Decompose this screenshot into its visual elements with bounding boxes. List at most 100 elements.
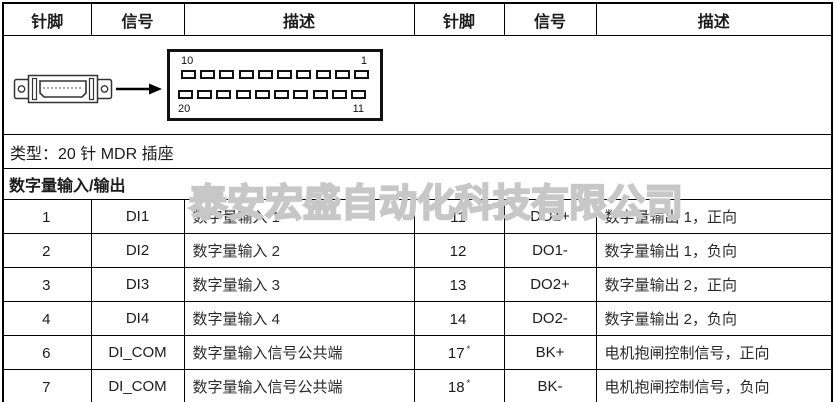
pin-number: 13 — [449, 276, 467, 294]
pin-rect — [315, 70, 331, 79]
signal-cell: DO1- — [503, 233, 597, 268]
pin-cell: 13 — [413, 267, 505, 302]
signal-cell: DI2 — [90, 233, 185, 268]
table-row: 4 DI4 数字量输入 4 14 DO2- 数字量输出 2，负向 — [2, 301, 833, 336]
pin-number: 17 — [447, 344, 465, 362]
desc-cell: 数字量输入 3 — [183, 267, 415, 302]
desc-cell: 数字量输入 4 — [183, 301, 415, 336]
table-row: 1 DI1 数字量输入 1 11 DO1+ 数字量输出 1，正向 — [2, 199, 833, 234]
pin-rect — [254, 90, 270, 99]
pin-number: 11 — [450, 208, 466, 226]
desc-cell: 电机抱闸控制信号，正向 — [595, 335, 833, 370]
header-signal-right: 信号 — [503, 2, 597, 36]
connector-diagram-cell: 10 1 20 11 — [2, 35, 833, 135]
pin-rect — [353, 70, 369, 79]
signal-cell: DI3 — [90, 267, 185, 302]
pin-label-20: 20 — [178, 103, 191, 115]
pin-rect — [257, 70, 273, 79]
header-signal-left: 信号 — [90, 2, 185, 36]
pin-number: 4 — [42, 310, 51, 328]
pin-cell: 18 * — [413, 369, 505, 402]
desc-cell: 数字量输入 1 — [183, 199, 415, 234]
pin-cell: 3 — [2, 267, 92, 302]
pin-number: 12 — [449, 242, 467, 260]
pin-rect — [293, 90, 309, 99]
connector-type-row: 类型：20 针 MDR 插座 — [2, 134, 833, 169]
pin-mark: * — [466, 343, 471, 354]
signal-cell: DI4 — [90, 301, 185, 336]
pin-label-10: 10 — [181, 55, 194, 67]
section-title: 数字量输入/输出 — [2, 168, 833, 200]
section-header-row: 数字量输入/输出 — [2, 168, 833, 200]
pin-row-top — [181, 70, 369, 79]
pin-cell: 11 — [413, 199, 505, 234]
signal-cell: DO2- — [503, 301, 597, 336]
header-desc-left: 描述 — [183, 2, 415, 36]
pin-number: 1 — [42, 208, 51, 226]
pin-number: 6 — [42, 344, 51, 362]
mdr-connector-drawing-icon — [13, 74, 113, 104]
signal-cell: DI_COM — [90, 335, 185, 370]
connector-type-text: 类型：20 针 MDR 插座 — [2, 134, 833, 169]
header-pin-left: 针脚 — [2, 2, 92, 36]
header-desc-right: 描述 — [595, 2, 833, 36]
header-pin-right: 针脚 — [413, 2, 505, 36]
table-row: 3 DI3 数字量输入 3 13 DO2+ 数字量输出 2，正向 — [2, 267, 833, 302]
pin-rect — [274, 90, 290, 99]
pin-rect — [219, 70, 235, 79]
pin-rect — [277, 70, 293, 79]
desc-cell: 数字量输入信号公共端 — [183, 369, 415, 402]
desc-cell: 电机抱闸控制信号，负向 — [595, 369, 833, 402]
pin-cell: 7 — [2, 369, 92, 402]
header-row: 针脚 信号 描述 针脚 信号 描述 — [2, 2, 833, 36]
signal-cell: BK+ — [503, 335, 597, 370]
connector-diagram-row: 10 1 20 11 — [2, 35, 833, 135]
pin-label-1: 1 — [360, 55, 367, 67]
signal-cell: BK- — [503, 369, 597, 402]
pin-cell: 14 — [413, 301, 505, 336]
table-row: 2 DI2 数字量输入 2 12 DO1- 数字量输出 1，负向 — [2, 233, 833, 268]
pin-number: 7 — [42, 378, 51, 396]
desc-cell: 数字量输出 2，正向 — [595, 267, 833, 302]
pin-rect — [197, 90, 213, 99]
pin-label-11: 11 — [352, 103, 364, 115]
pin-row-bottom — [178, 90, 366, 99]
desc-cell: 数字量输出 1，正向 — [595, 199, 833, 234]
signal-cell: DO2+ — [503, 267, 597, 302]
pin-rect — [200, 70, 216, 79]
pin-rect — [216, 90, 232, 99]
pin-rect — [235, 90, 251, 99]
pin-cell: 17 * — [413, 335, 505, 370]
pin-number: 2 — [42, 242, 51, 260]
pin-rect — [331, 90, 347, 99]
pin-layout-diagram: 10 1 20 11 — [167, 49, 383, 121]
table-row: 7 DI_COM 数字量输入信号公共端 18 * BK- 电机抱闸控制信号，负向 — [2, 369, 833, 402]
pin-rect — [334, 70, 350, 79]
pin-cell: 1 — [2, 199, 92, 234]
pin-number: 18 — [447, 378, 465, 396]
pin-rect — [296, 70, 312, 79]
desc-cell: 数字量输出 2，负向 — [595, 301, 833, 336]
desc-cell: 数字量输入信号公共端 — [183, 335, 415, 370]
desc-cell: 数字量输入 2 — [183, 233, 415, 268]
pin-mark: * — [466, 377, 471, 388]
signal-cell: DO1+ — [503, 199, 597, 234]
pin-cell: 2 — [2, 233, 92, 268]
arrow-right-icon — [116, 83, 162, 95]
desc-cell: 数字量输出 1，负向 — [595, 233, 833, 268]
signal-cell: DI1 — [90, 199, 185, 234]
pin-cell: 6 — [2, 335, 92, 370]
pin-rect — [181, 70, 196, 79]
pin-cell: 4 — [2, 301, 92, 336]
pin-rect — [350, 90, 366, 99]
pin-rect — [178, 90, 193, 99]
pin-rect — [312, 90, 328, 99]
pin-number: 3 — [42, 276, 51, 294]
pin-number: 14 — [449, 310, 467, 328]
pin-cell: 12 — [413, 233, 505, 268]
table-row: 6 DI_COM 数字量输入信号公共端 17 * BK+ 电机抱闸控制信号，正向 — [2, 335, 833, 370]
pin-rect — [238, 70, 254, 79]
signal-cell: DI_COM — [90, 369, 185, 402]
